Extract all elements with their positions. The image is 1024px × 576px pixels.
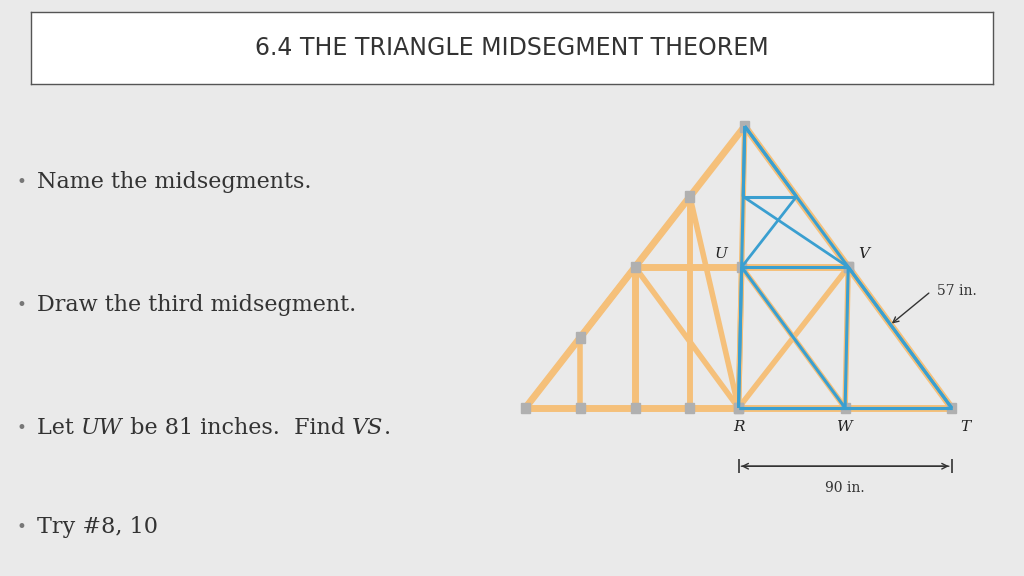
Bar xyxy=(631,262,640,272)
Text: 57 in.: 57 in. xyxy=(937,285,977,298)
Text: VS: VS xyxy=(352,417,384,439)
Bar xyxy=(734,403,743,413)
Text: •: • xyxy=(16,518,27,536)
Text: 6.4 THE TRIANGLE MIDSEGMENT THEOREM: 6.4 THE TRIANGLE MIDSEGMENT THEOREM xyxy=(255,36,769,59)
Bar xyxy=(841,403,850,413)
Text: Let: Let xyxy=(37,417,81,439)
Bar xyxy=(844,262,853,272)
Bar xyxy=(947,403,956,413)
Bar xyxy=(740,121,750,131)
Text: be 81 inches.  Find: be 81 inches. Find xyxy=(123,417,352,439)
Bar xyxy=(631,403,640,413)
Text: UW: UW xyxy=(81,417,123,439)
Text: •: • xyxy=(16,173,27,191)
Text: Name the midsegments.: Name the midsegments. xyxy=(37,171,311,193)
Text: Try #8, 10: Try #8, 10 xyxy=(37,516,159,538)
Text: V: V xyxy=(858,247,869,261)
Text: •: • xyxy=(16,419,27,437)
Text: 90 in.: 90 in. xyxy=(825,481,865,495)
Bar xyxy=(575,332,585,343)
Text: U: U xyxy=(715,247,727,261)
Bar xyxy=(521,403,530,413)
Bar xyxy=(685,403,694,413)
Text: W: W xyxy=(838,420,853,434)
Text: •: • xyxy=(16,296,27,314)
Text: R: R xyxy=(733,420,744,434)
Bar xyxy=(685,191,694,202)
Bar xyxy=(575,403,585,413)
Bar xyxy=(737,262,746,272)
Bar xyxy=(734,403,743,413)
Text: .: . xyxy=(384,417,390,439)
Text: T: T xyxy=(959,420,970,434)
Text: Draw the third midsegment.: Draw the third midsegment. xyxy=(37,294,356,316)
Bar xyxy=(844,262,853,272)
